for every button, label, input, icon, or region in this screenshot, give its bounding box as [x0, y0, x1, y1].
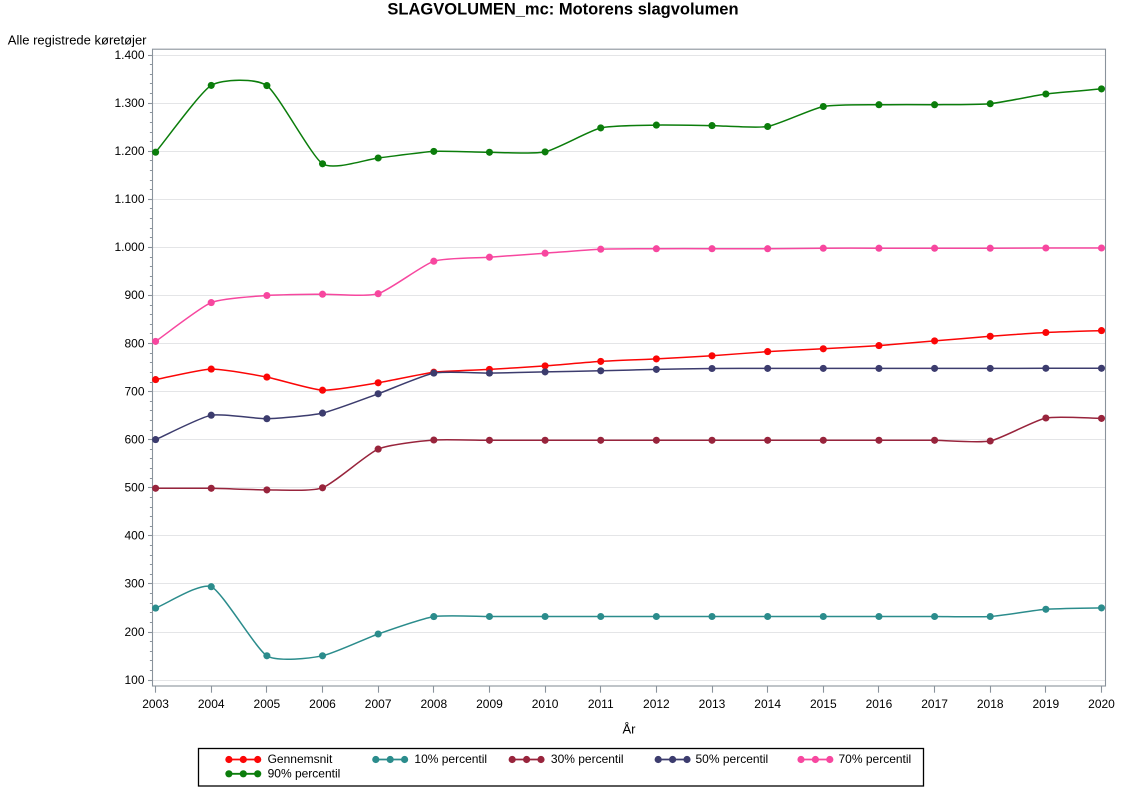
svg-text:2014: 2014: [754, 697, 781, 711]
svg-text:600: 600: [124, 432, 144, 446]
svg-text:100: 100: [124, 673, 144, 687]
svg-text:2003: 2003: [142, 697, 169, 711]
svg-text:2008: 2008: [420, 697, 447, 711]
svg-text:300: 300: [124, 577, 144, 591]
svg-text:400: 400: [124, 529, 144, 543]
svg-text:1.400: 1.400: [114, 48, 144, 62]
svg-text:1.300: 1.300: [114, 96, 144, 110]
svg-text:90% percentil: 90% percentil: [268, 767, 341, 781]
svg-text:800: 800: [124, 336, 144, 350]
svg-text:2015: 2015: [810, 697, 837, 711]
svg-text:1.000: 1.000: [114, 240, 144, 254]
svg-text:2020: 2020: [1088, 697, 1115, 711]
svg-text:200: 200: [124, 625, 144, 639]
svg-text:2018: 2018: [977, 697, 1004, 711]
svg-text:Gennemsnit: Gennemsnit: [268, 752, 333, 766]
svg-text:500: 500: [124, 481, 144, 495]
svg-text:2004: 2004: [198, 697, 225, 711]
svg-text:År: År: [623, 722, 637, 737]
svg-text:2017: 2017: [921, 697, 948, 711]
svg-text:2016: 2016: [866, 697, 893, 711]
svg-text:70% percentil: 70% percentil: [839, 752, 912, 766]
svg-text:1.100: 1.100: [114, 192, 144, 206]
svg-text:10% percentil: 10% percentil: [414, 752, 487, 766]
svg-text:700: 700: [124, 384, 144, 398]
svg-text:2006: 2006: [309, 697, 336, 711]
svg-text:2011: 2011: [588, 697, 614, 711]
svg-text:2009: 2009: [476, 697, 503, 711]
svg-text:2007: 2007: [365, 697, 392, 711]
svg-text:2013: 2013: [699, 697, 726, 711]
svg-text:Alle registrede køretøjer: Alle registrede køretøjer: [8, 32, 147, 47]
svg-text:SLAGVOLUMEN_mc: Motorens slagv: SLAGVOLUMEN_mc: Motorens slagvolumen: [387, 1, 738, 19]
svg-text:30% percentil: 30% percentil: [551, 752, 624, 766]
svg-text:900: 900: [124, 288, 144, 302]
svg-text:2019: 2019: [1033, 697, 1060, 711]
svg-text:2005: 2005: [254, 697, 281, 711]
svg-text:50% percentil: 50% percentil: [696, 752, 769, 766]
svg-text:1.200: 1.200: [114, 144, 144, 158]
svg-text:2012: 2012: [643, 697, 670, 711]
svg-text:2010: 2010: [532, 697, 559, 711]
